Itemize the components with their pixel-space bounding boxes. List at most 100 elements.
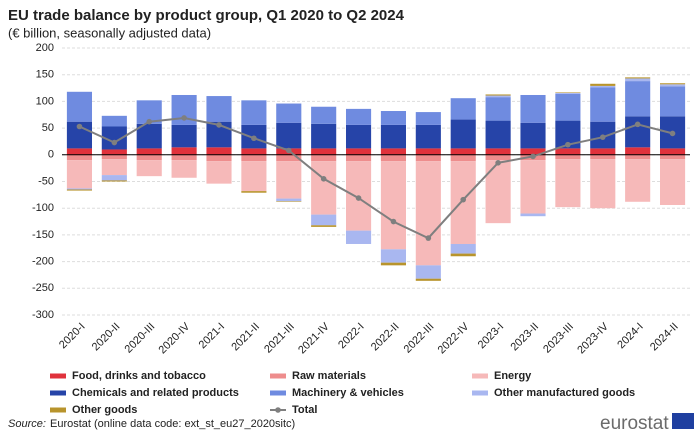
x-tick-label: 2024-I — [615, 321, 646, 352]
bar-segment — [590, 154, 616, 160]
bar-segment — [625, 154, 651, 160]
bar-segment — [520, 160, 546, 214]
bar-segment — [66, 154, 93, 161]
bar-segment — [380, 124, 407, 149]
bar-segment — [450, 243, 476, 254]
bar-segment — [66, 91, 93, 122]
bar-segment — [380, 262, 407, 266]
bar-segment — [555, 148, 581, 155]
bar-segment — [485, 94, 511, 96]
bar-segment — [590, 83, 616, 86]
bar-segment — [136, 160, 162, 177]
total-marker — [251, 135, 257, 142]
bar-segment — [311, 225, 337, 227]
bar-segment — [659, 84, 686, 87]
bar-segment — [485, 148, 511, 155]
total-marker — [530, 153, 536, 160]
total-marker — [355, 195, 362, 201]
bar-segment — [66, 189, 93, 191]
bar-segment — [345, 154, 372, 162]
legend-marker — [275, 407, 281, 413]
bar-segment — [171, 154, 197, 161]
bar-segment — [625, 78, 651, 82]
y-tick-label: 200 — [36, 42, 54, 54]
bar-segment — [625, 77, 651, 79]
bar-segment — [101, 115, 127, 127]
bar-segment — [555, 159, 581, 208]
total-marker — [390, 218, 397, 225]
legend-label: Machinery & vehicles — [292, 387, 404, 399]
bar-segment — [555, 92, 581, 93]
y-tick-label: -300 — [32, 309, 54, 321]
bar-segment — [590, 85, 616, 88]
chart-title: EU trade balance by product group, Q1 20… — [8, 7, 405, 24]
y-tick-label: 100 — [36, 95, 54, 107]
bar-segment — [241, 154, 267, 162]
x-tick-label: 2023-I — [476, 321, 507, 352]
legend-label: Food, drinks and tobacco — [72, 370, 206, 382]
bar-segment — [66, 160, 93, 189]
bar-segment — [241, 191, 267, 193]
bar-segment — [276, 201, 302, 202]
bar-segment — [450, 119, 476, 149]
logo: eurostat — [600, 413, 669, 434]
bar-segment — [206, 147, 232, 155]
total-marker — [285, 147, 292, 154]
legend-swatch — [472, 373, 488, 379]
x-tick-label: 2022-II — [369, 321, 402, 354]
total-marker — [460, 196, 467, 203]
bar-segment — [659, 148, 686, 155]
bar-segment — [241, 148, 267, 155]
total-marker — [425, 235, 432, 241]
bar-segment — [241, 100, 267, 125]
bar-segment — [345, 124, 372, 149]
bar-segment — [276, 161, 302, 199]
legend-label: Energy — [494, 370, 532, 382]
total-marker — [146, 118, 153, 125]
bar-segment — [171, 160, 197, 178]
bar-segment — [101, 180, 127, 182]
legend-swatch — [472, 390, 488, 396]
bar-segment — [485, 120, 511, 149]
bar-segment — [625, 147, 651, 155]
bar-segment — [241, 161, 267, 192]
bar-segment — [311, 161, 337, 215]
bar-segment — [136, 123, 162, 149]
bar-segment — [590, 148, 616, 155]
total-marker — [565, 141, 571, 148]
bar-segment — [659, 83, 686, 85]
legend-swatch — [50, 390, 66, 396]
bar-segment — [625, 159, 651, 202]
bar-segment — [311, 106, 337, 124]
total-line — [78, 116, 673, 240]
bar-segment — [311, 214, 337, 226]
bar-segment — [520, 122, 546, 149]
x-tick-label: 2023-II — [508, 321, 541, 354]
legend-swatch — [270, 373, 286, 379]
bar-segment — [485, 154, 511, 161]
x-tick-label: 2020-III — [123, 321, 158, 356]
bar-segment — [345, 108, 372, 125]
bar-segment — [206, 154, 232, 162]
legend-swatch — [50, 373, 66, 379]
bar-segment — [415, 278, 441, 281]
bar-segment — [450, 154, 476, 162]
bar-segment — [206, 161, 232, 184]
bar-segment — [659, 154, 686, 160]
legend-label: Other manufactured goods — [494, 387, 635, 399]
x-tick-label: 2021-IV — [296, 320, 332, 356]
x-tick-label: 2021-I — [197, 321, 228, 352]
x-tick-label: 2020-II — [90, 321, 123, 354]
legend-swatch — [270, 390, 286, 396]
bar-segment — [450, 253, 476, 257]
bar-segment — [590, 159, 616, 209]
bar-segment — [520, 148, 546, 155]
y-tick-label: 150 — [36, 69, 54, 81]
bar-segment — [276, 122, 302, 149]
x-tick-label: 2024-II — [648, 321, 681, 354]
bar-segment — [485, 97, 511, 121]
legend-label: Raw materials — [292, 370, 366, 382]
bar-segment — [311, 148, 337, 155]
chart-subtitle: (€ billion, seasonally adjusted data) — [8, 25, 211, 40]
y-tick-label: -200 — [32, 256, 54, 268]
